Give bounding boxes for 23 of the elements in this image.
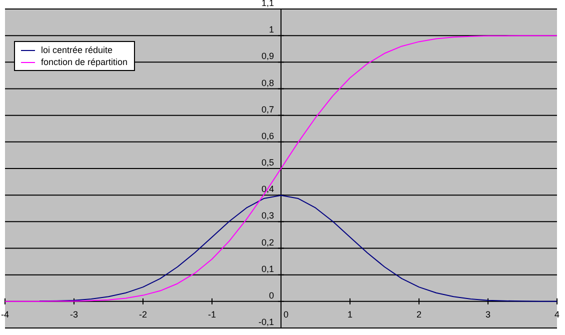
- legend-label: loi centrée réduite: [41, 44, 113, 56]
- x-tick-label: 0: [283, 309, 289, 320]
- x-tick-label: 4: [554, 309, 560, 320]
- x-tick-label: 3: [485, 309, 491, 320]
- y-tick-label: -0,1: [258, 317, 274, 327]
- x-tick-label: -3: [70, 309, 78, 320]
- y-tick-label: 0,2: [261, 237, 274, 248]
- x-tick-label: -4: [0, 309, 10, 320]
- y-tick-label: 0: [268, 290, 274, 300]
- y-tick-label: 0,9: [261, 51, 274, 62]
- x-tick-label: -1: [208, 309, 216, 320]
- x-tick-label: -2: [138, 309, 148, 320]
- y-tick-label: 0,3: [261, 210, 274, 221]
- x-tick-label: 2: [416, 309, 422, 320]
- y-tick-label: 1,1: [261, 0, 274, 8]
- y-tick-label: 0,8: [261, 78, 274, 88]
- legend-label: fonction de répartition: [41, 56, 128, 68]
- y-tick-label: 0,5: [261, 158, 274, 168]
- y-tick-label: 1: [268, 24, 274, 35]
- y-tick-label: 0,7: [261, 104, 274, 114]
- y-tick-label: 0,1: [261, 264, 274, 274]
- y-tick-label: 0,6: [261, 130, 274, 141]
- x-tick-label: 1: [347, 309, 353, 320]
